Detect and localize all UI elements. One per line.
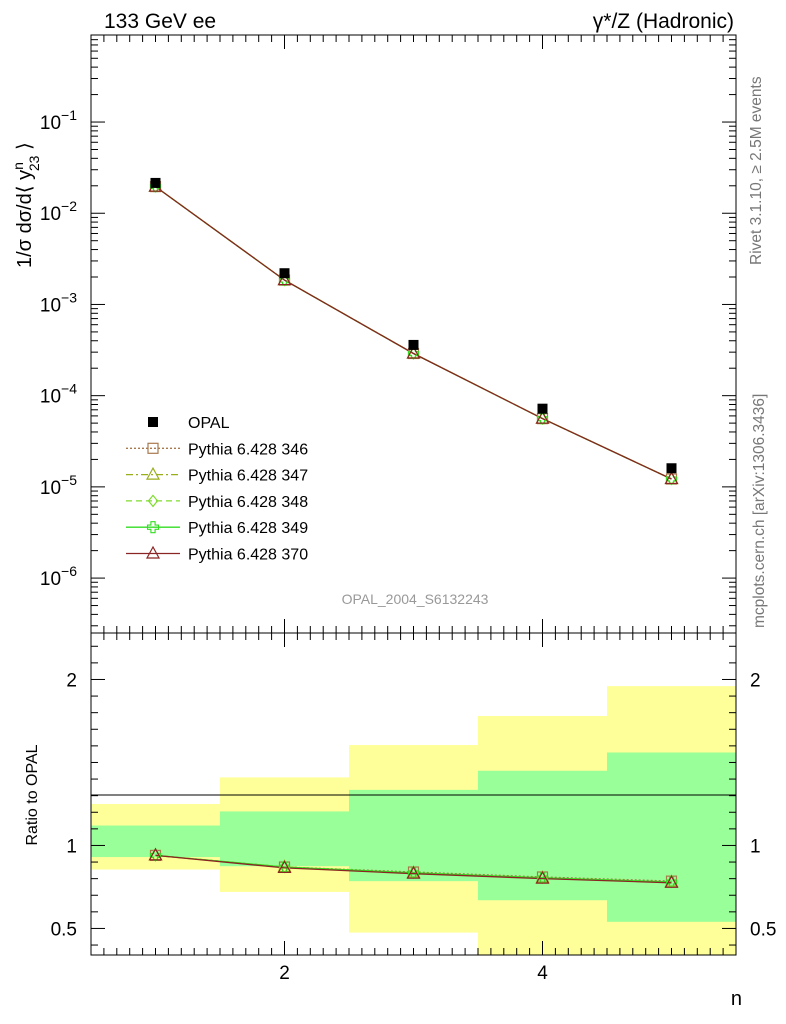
process-label: γ*/Z (Hadronic) xyxy=(593,10,734,33)
main-y-axis-title-sup: n xyxy=(10,162,26,170)
main-y-tick-label: 10−1 xyxy=(40,107,77,134)
legend-marker-p370 xyxy=(145,545,161,559)
legend-marker-p346 xyxy=(147,442,159,454)
legend-marker-p347 xyxy=(145,466,161,480)
main-panel-frame xyxy=(90,34,737,634)
main-data-point-2 xyxy=(279,268,290,279)
main-y-tick-label: 10−3 xyxy=(40,289,77,316)
ratio-band-inner-bin-2 xyxy=(220,811,349,867)
ratio-tick-labels: 0.5 0.5 1 1 2 2 2 4 xyxy=(51,670,777,984)
main-y-tick-label: 10−2 xyxy=(40,198,77,225)
legend-label: Pythia 6.428 347 xyxy=(188,468,308,485)
main-point-p370-5 xyxy=(664,471,679,485)
main-line-p346 xyxy=(155,186,672,480)
main-y-axis-title-main: 1/σ dσ/d⟨ y xyxy=(14,170,36,268)
legend-item-opal: OPAL xyxy=(148,415,230,432)
main-line-p370 xyxy=(155,186,672,480)
legend-item-p370: Pythia 6.428 370 xyxy=(126,545,308,564)
ratio-point-p370-1 xyxy=(148,847,163,861)
ratio-y-tick-label-right: 0.5 xyxy=(750,919,776,940)
legend: OPAL Pythia 6.428 346 Pythia 6.428 347 Pyth… xyxy=(126,415,308,564)
main-panel-series-lines xyxy=(155,186,672,480)
legend-label: Pythia 6.428 349 xyxy=(188,520,308,537)
energy-label: 133 GeV ee xyxy=(104,10,216,33)
main-y-axis-title: 1/σ dσ/d⟨ yn23 ⟩ xyxy=(10,142,42,268)
legend-item-p349: Pythia 6.428 349 xyxy=(126,520,308,537)
legend-marker-opal xyxy=(148,417,158,427)
ratio-band-inner-bin-1 xyxy=(91,825,220,858)
legend-label: Pythia 6.428 346 xyxy=(188,441,308,458)
main-y-tick-label: 10−6 xyxy=(40,563,77,590)
process-label-main: γ*/Z xyxy=(593,10,631,33)
legend-marker-p348 xyxy=(147,494,159,508)
x-tick-label: 2 xyxy=(279,963,290,984)
ratio-y-axis-title: Ratio to OPAL xyxy=(24,744,41,845)
main-line-p349 xyxy=(155,186,672,480)
rivet-version-text: Rivet 3.1.10, ≥ 2.5M events xyxy=(748,76,765,265)
ratio-band-inner-bin-4 xyxy=(478,770,607,901)
ratio-series-lines xyxy=(155,854,672,884)
ratio-markers xyxy=(148,847,679,889)
ratio-y-tick-label-left: 0.5 xyxy=(51,919,77,940)
legend-label: OPAL xyxy=(188,415,230,432)
main-panel-markers xyxy=(148,177,679,486)
main-line-p347 xyxy=(155,186,672,480)
ratio-band-inner-bin-5 xyxy=(607,752,736,922)
ratio-line-p370 xyxy=(155,854,672,884)
ratio-point-p370-4 xyxy=(535,870,550,884)
ratio-point-p370-3 xyxy=(406,865,421,879)
main-data-point-5 xyxy=(666,463,677,474)
main-line-p348 xyxy=(155,186,672,480)
legend-label: Pythia 6.428 348 xyxy=(188,494,308,511)
x-tick-label: 4 xyxy=(537,963,548,984)
mcplots-text: mcplots.cern.ch [arXiv:1306.3436] xyxy=(751,394,768,628)
process-label-suffix: (Hadronic) xyxy=(636,10,734,33)
ratio-point-p370-5 xyxy=(664,875,679,888)
main-data-point-3 xyxy=(408,339,419,350)
ratio-point-p370-2 xyxy=(277,860,292,873)
ratio-y-tick-label-left: 2 xyxy=(66,670,77,691)
x-axis-title: n xyxy=(731,988,742,1010)
main-y-tick-label: 10−5 xyxy=(40,472,77,499)
main-point-p370-2 xyxy=(277,272,292,286)
main-y-axis-title-sub: 23 xyxy=(26,155,42,171)
ratio-panel-ticks xyxy=(91,633,737,955)
legend-item-p348: Pythia 6.428 348 xyxy=(126,494,308,511)
legend-item-p346: Pythia 6.428 346 xyxy=(126,441,308,458)
main-y-tick-labels: 10−1 10−2 10−3 10−4 10−5 10−6 xyxy=(40,107,77,590)
legend-label: Pythia 6.428 370 xyxy=(188,547,308,564)
ratio-y-tick-label-right: 2 xyxy=(750,670,761,691)
main-y-tick-label: 10−4 xyxy=(40,381,77,408)
ratio-y-tick-label-right: 1 xyxy=(750,836,761,857)
main-point-p370-4 xyxy=(535,410,550,424)
legend-item-p347: Pythia 6.428 347 xyxy=(126,466,308,485)
main-data-point-4 xyxy=(537,403,548,414)
legend-marker-p349 xyxy=(146,521,160,534)
main-point-p370-3 xyxy=(406,345,421,359)
main-data-point-1 xyxy=(150,177,161,188)
analysis-id-label: OPAL_2004_S6132243 xyxy=(342,591,489,607)
ratio-y-tick-label-left: 1 xyxy=(66,836,77,857)
main-y-axis-title-end: ⟩ xyxy=(14,142,36,155)
main-panel-ticks xyxy=(91,34,737,633)
ratio-uncertainty-bands xyxy=(91,686,736,955)
